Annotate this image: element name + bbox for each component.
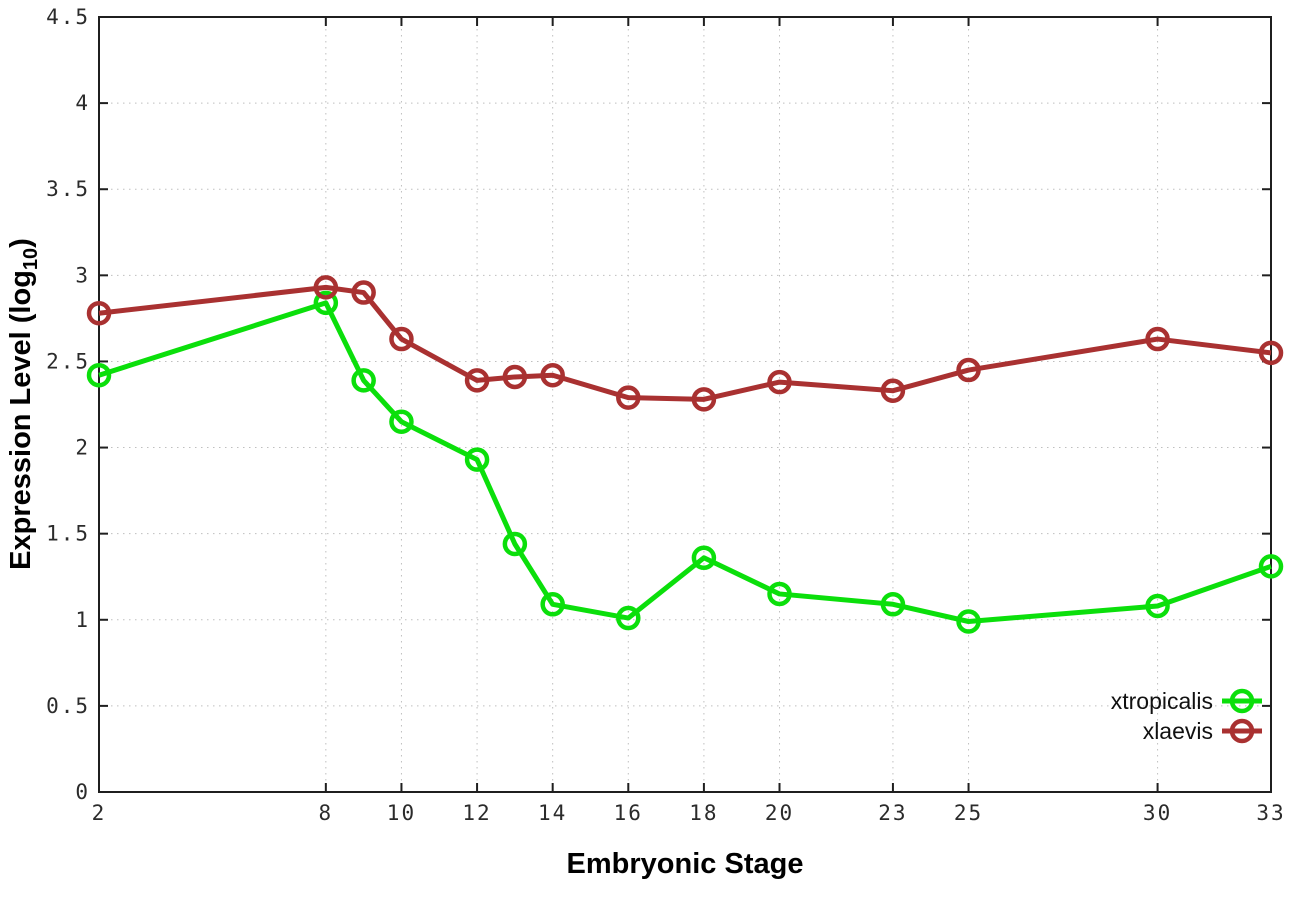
legend-label-xtropicalis: xtropicalis [1111, 688, 1213, 714]
data-point-xtropicalis [880, 592, 906, 617]
legend-sample-marker-xtropicalis [1229, 688, 1255, 714]
data-point-xlaevis [691, 387, 717, 412]
y-tick-label: 0.5 [46, 694, 90, 718]
data-point-xtropicalis [691, 545, 717, 571]
data-point-xtropicalis [351, 368, 376, 393]
data-point-xlaevis [313, 275, 339, 300]
data-point-xtropicalis [464, 447, 490, 472]
series-line-xlaevis [98, 284, 1272, 402]
data-point-xlaevis [540, 362, 565, 388]
x-tick-label: 16 [614, 801, 643, 825]
data-point-xlaevis [956, 357, 981, 383]
data-point-xlaevis [86, 300, 112, 326]
x-tick-label: 23 [878, 801, 907, 825]
gridlines [99, 17, 1271, 792]
y-tick-label: 1 [75, 608, 90, 632]
y-tick-label: 2.5 [46, 349, 90, 373]
y-axis-title-subscript: 10 [20, 248, 42, 270]
y-tick-label: 4.5 [46, 5, 90, 29]
data-point-xlaevis [880, 378, 906, 403]
x-tick-label: 14 [538, 801, 567, 825]
data-point-xtropicalis [86, 362, 112, 388]
data-point-xtropicalis [616, 605, 641, 631]
x-tick-label: 30 [1143, 801, 1172, 825]
data-point-xlaevis [1145, 326, 1170, 352]
data-point-xtropicalis [540, 592, 565, 617]
data-point-xlaevis [502, 364, 528, 390]
y-tick-label: 2 [75, 436, 90, 460]
data-point-xtropicalis [502, 531, 528, 557]
x-tick-label: 18 [689, 801, 718, 825]
legend-sample-marker-xlaevis [1229, 718, 1255, 744]
y-axis-title-close: ) [5, 238, 37, 248]
y-tick-label: 1.5 [46, 522, 90, 546]
data-point-xtropicalis [313, 290, 339, 316]
data-point-xtropicalis [1258, 554, 1284, 579]
y-tick-label: 3.5 [46, 177, 90, 201]
y-axis-title: Expression Level (log10) [5, 238, 42, 570]
y-tick-label: 4 [75, 91, 90, 115]
x-axis-title: Embryonic Stage [567, 848, 804, 880]
data-point-xlaevis [389, 326, 414, 352]
data-point-xlaevis [767, 369, 792, 395]
data-point-xlaevis [464, 368, 490, 393]
tick-labels: 2 8 10 12 14 16 18 20 23 25 30 33 0 0.5 1 1.5 2 2.5 3 3.5 4 4… [46, 5, 1285, 825]
data-series [86, 275, 1284, 634]
data-point-xtropicalis [389, 409, 414, 434]
data-point-xlaevis [616, 385, 641, 410]
x-tick-label: 33 [1256, 801, 1285, 825]
x-tick-label: 20 [765, 801, 794, 825]
y-axis-title-main: Expression Level (log [5, 270, 37, 570]
data-point-xtropicalis [767, 581, 792, 607]
x-tick-label: 12 [462, 801, 491, 825]
x-tick-label: 2 [92, 801, 107, 825]
data-point-xtropicalis [1145, 593, 1170, 619]
data-point-xtropicalis [956, 609, 981, 634]
data-point-xlaevis [351, 280, 376, 305]
data-point-xlaevis [1258, 340, 1284, 366]
legend [1222, 688, 1262, 744]
x-tick-label: 8 [319, 801, 334, 825]
plot-border [98, 16, 1272, 793]
x-tick-label: 10 [387, 801, 416, 825]
y-tick-label: 0 [75, 780, 90, 804]
x-tick-label: 25 [954, 801, 983, 825]
legend-label-xlaevis: xlaevis [1143, 718, 1213, 744]
y-tick-label: 3 [75, 263, 90, 287]
plot-border-and-ticks [98, 16, 1272, 793]
